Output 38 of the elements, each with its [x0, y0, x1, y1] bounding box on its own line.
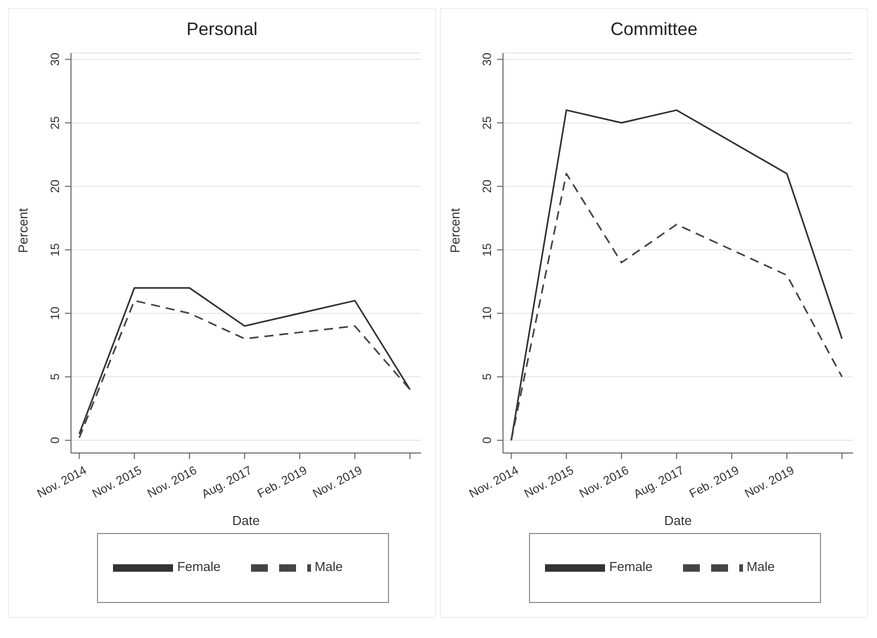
- x-tick-label: Aug. 2017: [199, 462, 254, 502]
- legend-label: Female: [177, 559, 221, 574]
- x-tick-label: Nov. 2016: [576, 462, 632, 501]
- x-tick-label: Nov. 2015: [90, 462, 144, 501]
- y-tick-label: 0: [480, 436, 494, 444]
- x-tick-label: Nov. 2014: [34, 462, 90, 501]
- line-series: [510, 109, 843, 442]
- legend-label: Male: [314, 559, 343, 574]
- chart-title: Personal: [185, 19, 259, 41]
- x-tick-label: Nov. 2016: [144, 462, 200, 501]
- x-tick-label: Nov. 2014: [466, 462, 522, 501]
- y-tick-label: 10: [48, 306, 62, 320]
- x-tick-label: Aug. 2017: [631, 462, 686, 502]
- x-tick-label: Nov. 2015: [522, 462, 576, 501]
- y-axis-title: Percent: [448, 208, 463, 253]
- y-tick-label: 0: [48, 436, 62, 444]
- y-tick-label: 20: [48, 179, 62, 194]
- y-tick-label: 5: [480, 373, 494, 380]
- legend-label: Male: [746, 559, 775, 574]
- legend-label: Female: [609, 559, 653, 574]
- y-tick-label: 10: [480, 306, 494, 320]
- y-tick-label: 30: [480, 52, 494, 66]
- line-series: [510, 172, 843, 442]
- y-tick-label: 25: [480, 116, 494, 130]
- x-axis-title: Date: [232, 513, 260, 528]
- x-axis-title: Date: [664, 513, 692, 528]
- y-tick-label: 30: [48, 52, 62, 66]
- y-tick-label: 15: [48, 242, 62, 257]
- y-axis-title: Percent: [16, 208, 31, 253]
- x-tick-label: Nov. 2019: [742, 462, 797, 501]
- y-tick-label: 25: [48, 116, 62, 130]
- chart-title: Committee: [609, 19, 699, 41]
- y-tick-label: 5: [48, 373, 62, 380]
- x-tick-label: Nov. 2019: [310, 462, 365, 501]
- y-tick-label: 20: [480, 179, 494, 194]
- x-tick-label: Feb. 2019: [254, 462, 310, 501]
- y-tick-label: 15: [480, 242, 494, 257]
- x-tick-label: Feb. 2019: [686, 462, 742, 501]
